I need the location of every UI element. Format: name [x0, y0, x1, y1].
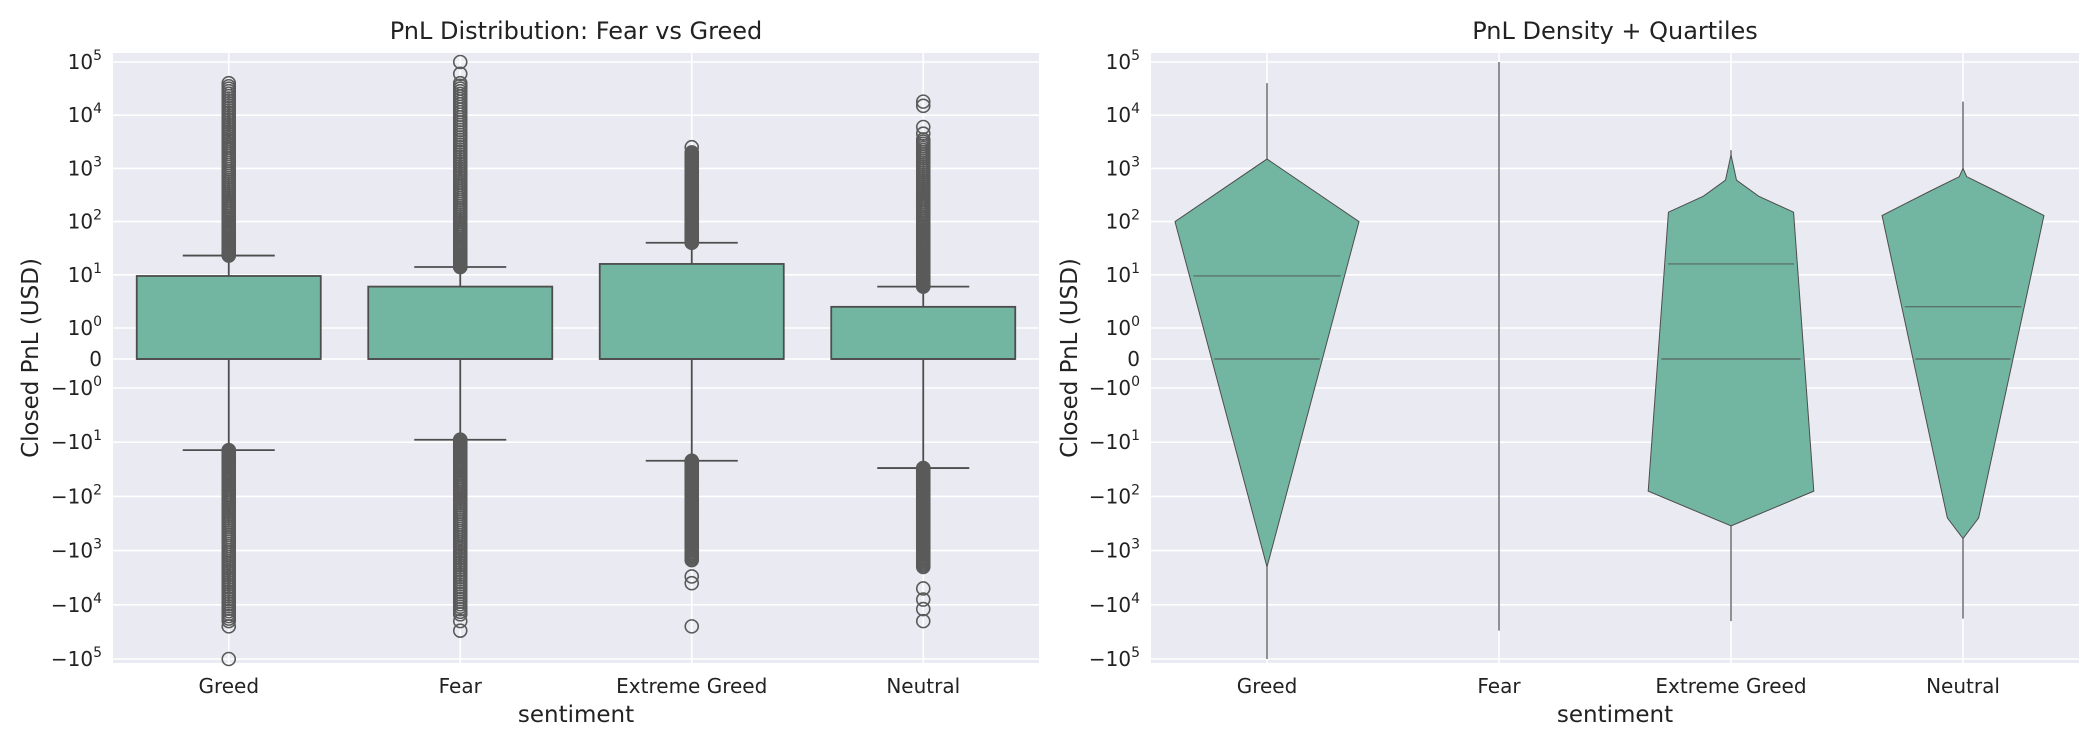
y-axis-label: Closed PnL (USD): [18, 258, 44, 458]
y-tick-label: −102: [51, 482, 102, 508]
y-tick-label: 100: [1106, 314, 1140, 340]
box-extreme-greed: [598, 139, 785, 634]
outlier-point: [452, 613, 468, 629]
x-axis-label: sentiment: [518, 702, 634, 728]
y-tick-label: 102: [68, 208, 102, 234]
y-tick-label: 102: [1106, 208, 1140, 234]
y-tick-label: −103: [51, 537, 102, 563]
y-tick-label: −104: [1089, 591, 1140, 617]
outlier-point: [221, 619, 237, 634]
x-tick-labels: Greed Fear Extreme Greed Neutral: [1237, 674, 2000, 698]
y-tick-label: −101: [51, 428, 102, 454]
y-tick-label: 103: [1106, 154, 1140, 180]
box-iqr: [830, 305, 1017, 360]
box-iqr: [367, 285, 554, 360]
outlier-point: [684, 145, 700, 160]
box-marks: [135, 54, 1017, 667]
outlier-point: [684, 575, 700, 591]
x-tick-label: Greed: [1237, 674, 1298, 698]
outlier-point: [452, 75, 468, 91]
x-tick-label: Fear: [439, 674, 483, 698]
outlier-point: [915, 581, 931, 596]
outlier-point: [684, 552, 700, 568]
boxplot-panel: 105 104 103 102 101 100 0 −100 −101 −102 −103 −104 −…: [18, 17, 1039, 728]
y-tick-labels: 105 104 103 102 101 100 0 −100 −101 −102 −103 −104 −…: [51, 48, 102, 671]
outliers: [221, 75, 237, 667]
outlier-point: [915, 98, 931, 114]
x-tick-label: Neutral: [1926, 674, 2000, 698]
outlier-point: [452, 623, 468, 638]
y-tick-label: 101: [68, 261, 102, 287]
violin-marks: [1174, 62, 2045, 659]
y-tick-label: −100: [51, 374, 102, 400]
outlier-point: [452, 66, 468, 82]
outlier-point: [915, 613, 931, 629]
outlier-point: [221, 651, 237, 667]
outliers: [452, 54, 468, 638]
violin-extreme-greed: [1647, 150, 1815, 622]
outlier-point: [915, 94, 931, 109]
y-tick-label: 105: [1106, 48, 1140, 74]
violin-panel: 105 104 103 102 101 100 0 −100 −101 −102 −103 −104 −…: [1057, 17, 2079, 728]
outlier-point: [915, 126, 931, 141]
x-tick-label: Neutral: [886, 674, 960, 698]
box-neutral: [830, 94, 1017, 629]
chart-title: PnL Density + Quartiles: [1472, 17, 1758, 45]
outlier-point: [684, 139, 700, 155]
box-greed: [135, 75, 322, 667]
box-iqr: [598, 263, 785, 360]
y-tick-label: −103: [1089, 537, 1140, 563]
outlier-point: [684, 619, 700, 634]
y-tick-label: 100: [68, 314, 102, 340]
y-tick-label: 104: [68, 101, 102, 127]
outlier-point: [221, 613, 237, 629]
y-tick-label: −102: [1089, 482, 1140, 508]
y-tick-label: 0: [89, 347, 102, 371]
x-axis-label: sentiment: [1557, 702, 1673, 728]
y-tick-label: −100: [1089, 374, 1140, 400]
outlier-point: [452, 607, 468, 622]
x-tick-labels: Greed Fear Extreme Greed Neutral: [198, 674, 960, 698]
y-tick-labels: 105 104 103 102 101 100 0 −100 −101 −102 −103 −104 −…: [1089, 48, 1140, 671]
x-tick-label: Fear: [1477, 674, 1521, 698]
y-tick-label: 103: [68, 154, 102, 180]
outlier-point: [915, 601, 931, 617]
violin-greed: [1174, 83, 1360, 659]
box-fear: [367, 54, 554, 638]
y-tick-label: −105: [51, 645, 102, 671]
y-tick-label: 0: [1127, 347, 1140, 371]
chart-title: PnL Distribution: Fear vs Greed: [390, 17, 763, 45]
x-tick-label: Greed: [198, 674, 259, 698]
box-iqr: [135, 275, 322, 360]
y-tick-label: −104: [51, 591, 102, 617]
outlier-point: [452, 54, 468, 70]
outlier-point: [915, 559, 931, 575]
outliers: [915, 94, 931, 629]
y-tick-label: 101: [1106, 261, 1140, 287]
outlier-point: [684, 569, 700, 584]
y-tick-label: 104: [1106, 101, 1140, 127]
outlier-point: [915, 119, 931, 135]
y-axis-label: Closed PnL (USD): [1057, 258, 1083, 458]
violin-body: [1647, 154, 1815, 527]
outliers: [684, 139, 700, 634]
x-tick-label: Extreme Greed: [1655, 674, 1806, 698]
x-tick-label: Extreme Greed: [616, 674, 767, 698]
outlier-point: [915, 592, 931, 607]
violin-body: [1174, 158, 1360, 569]
y-tick-label: −101: [1089, 428, 1140, 454]
violin-neutral: [1881, 101, 2045, 619]
violin-body: [1881, 167, 2045, 540]
y-tick-label: −105: [1089, 645, 1140, 671]
y-tick-label: 105: [68, 48, 102, 74]
outlier-point: [221, 75, 237, 91]
